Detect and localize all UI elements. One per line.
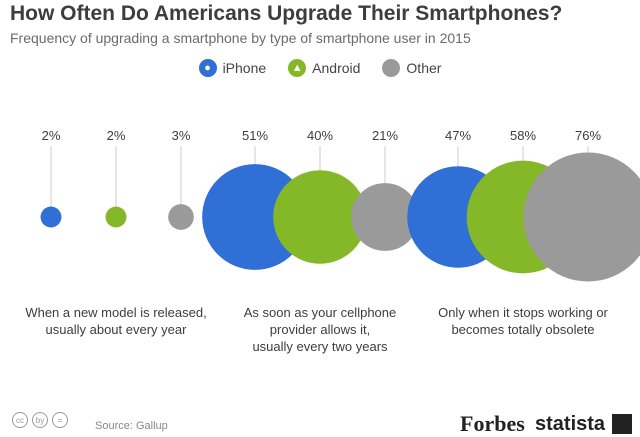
forbes-logo: Forbes: [460, 411, 525, 436]
legend: ● iPhone ▲ Android Other: [0, 59, 640, 77]
apple-icon: ●: [198, 59, 217, 77]
category-label-0: usually about every year: [46, 322, 188, 337]
statista-logo: statista: [535, 413, 606, 435]
value-label-other-0: 3%: [172, 128, 191, 143]
legend-item-other: Other: [382, 59, 441, 77]
category-label-0: When a new model is released,: [25, 305, 206, 320]
source-text: Source: Gallup: [95, 420, 168, 432]
legend-label-iphone: iPhone: [222, 60, 267, 76]
bubble-iphone-0: [40, 206, 62, 228]
value-label-iphone-2: 47%: [445, 128, 471, 143]
other-dot-icon: [382, 59, 401, 77]
footer: cc by = Source: Gallup Forbes statista: [0, 408, 640, 436]
bubble-android-1: [273, 170, 367, 264]
chart-subtitle: Frequency of upgrading a smartphone by t…: [10, 30, 471, 46]
category-label-2: Only when it stops working or: [438, 305, 608, 320]
legend-item-android: ▲ Android: [288, 59, 360, 77]
license-icons: cc by =: [12, 412, 68, 428]
value-label-android-2: 58%: [510, 128, 536, 143]
nd-icon: =: [52, 412, 68, 428]
legend-item-iphone: ● iPhone: [198, 59, 267, 77]
legend-label-other: Other: [406, 60, 442, 76]
value-label-iphone-0: 2%: [42, 128, 61, 143]
category-label-1: As soon as your cellphone: [244, 305, 396, 320]
category-label-1: provider allows it,: [270, 322, 370, 337]
category-label-2: becomes totally obsolete: [451, 322, 594, 337]
bubble-other-0: [168, 204, 194, 230]
value-label-other-2: 76%: [575, 128, 601, 143]
bubble-android-0: [105, 206, 127, 228]
cc-icon: cc: [12, 412, 28, 428]
chart-title: How Often Do Americans Upgrade Their Sma…: [10, 2, 563, 25]
value-label-android-1: 40%: [307, 128, 333, 143]
category-label-1: usually every two years: [252, 339, 388, 354]
value-label-iphone-1: 51%: [242, 128, 268, 143]
bubble-other-1: [351, 183, 419, 251]
by-icon: by: [32, 412, 48, 428]
value-label-android-0: 2%: [107, 128, 126, 143]
statista-mark-icon: [612, 414, 632, 434]
legend-label-android: Android: [312, 60, 361, 76]
bubble-other-2: [523, 152, 640, 282]
android-icon: ▲: [288, 59, 307, 77]
bubble-chart: 2% 2% 3% 51% 40% 21% 47% 58% 76% When a new model…: [25, 128, 640, 354]
value-label-other-1: 21%: [372, 128, 398, 143]
